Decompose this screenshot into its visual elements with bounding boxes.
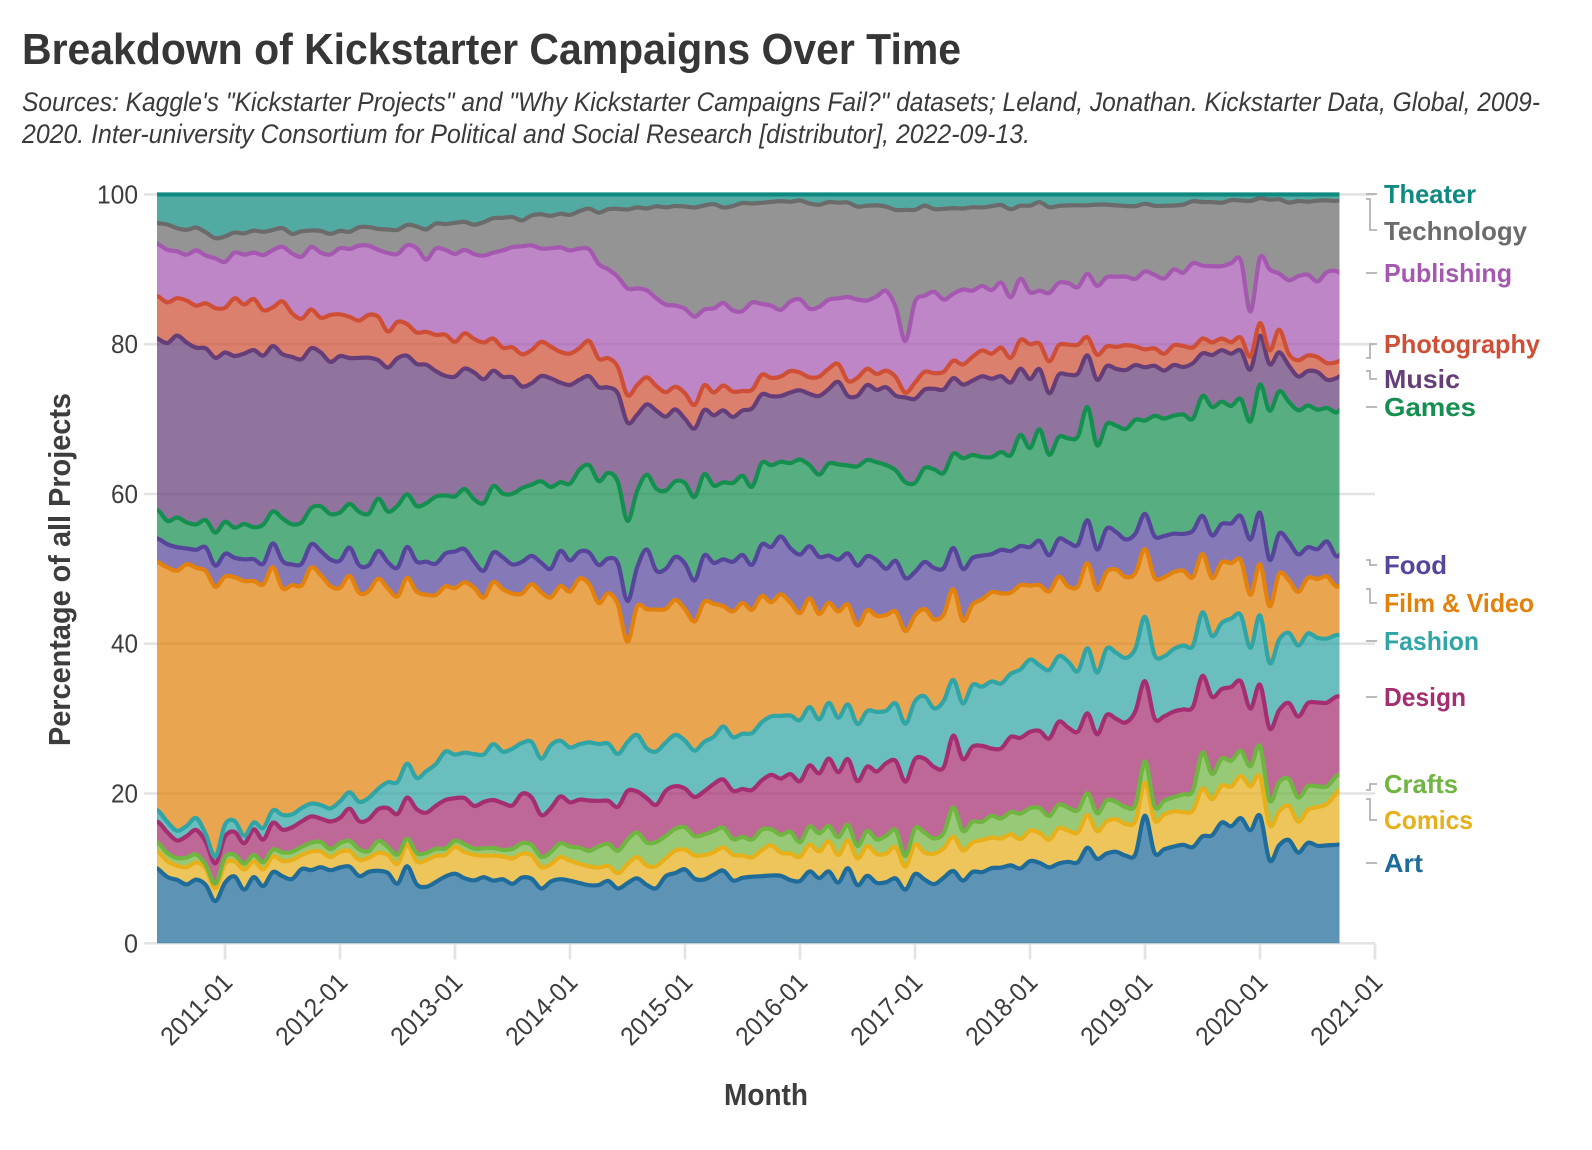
svg-text:Film & Video: Film & Video bbox=[1384, 588, 1534, 618]
svg-text:Design: Design bbox=[1384, 682, 1466, 712]
svg-text:Breakdown of Kickstarter Campa: Breakdown of Kickstarter Campaigns Over … bbox=[22, 25, 961, 74]
svg-text:Theater: Theater bbox=[1384, 179, 1476, 209]
svg-text:Crafts: Crafts bbox=[1384, 769, 1458, 799]
svg-text:2020. Inter-university Consort: 2020. Inter-university Consortium for Po… bbox=[21, 119, 1030, 149]
svg-text:Percentage of all Projects: Percentage of all Projects bbox=[42, 393, 77, 746]
svg-text:20: 20 bbox=[111, 779, 138, 809]
svg-text:40: 40 bbox=[111, 629, 138, 659]
svg-text:Fashion: Fashion bbox=[1384, 626, 1479, 656]
svg-text:Month: Month bbox=[724, 1077, 808, 1112]
svg-text:Sources: Kaggle's "Kickstarter: Sources: Kaggle's "Kickstarter Projects"… bbox=[22, 87, 1540, 117]
svg-text:Music: Music bbox=[1384, 364, 1460, 394]
svg-text:Food: Food bbox=[1384, 550, 1447, 580]
svg-text:100: 100 bbox=[97, 179, 138, 209]
svg-text:Comics: Comics bbox=[1384, 805, 1473, 835]
svg-text:Publishing: Publishing bbox=[1384, 258, 1512, 288]
svg-text:0: 0 bbox=[124, 928, 138, 958]
svg-text:Games: Games bbox=[1384, 392, 1476, 422]
svg-text:Art: Art bbox=[1384, 848, 1423, 878]
svg-text:80: 80 bbox=[111, 329, 138, 359]
svg-text:Photography: Photography bbox=[1384, 329, 1541, 359]
svg-text:Technology: Technology bbox=[1384, 216, 1528, 246]
svg-text:60: 60 bbox=[111, 479, 138, 509]
